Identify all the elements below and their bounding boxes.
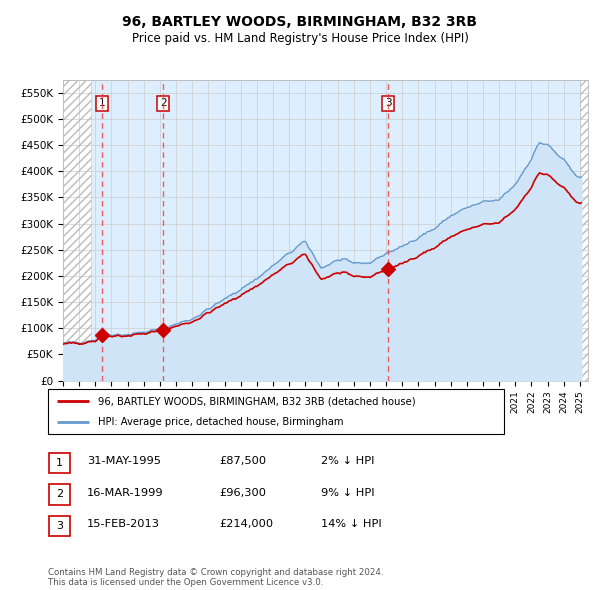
Text: 15-FEB-2013: 15-FEB-2013 [87,519,160,529]
Text: 3: 3 [56,521,63,530]
Text: Contains HM Land Registry data © Crown copyright and database right 2024.
This d: Contains HM Land Registry data © Crown c… [48,568,383,587]
FancyBboxPatch shape [49,484,70,504]
FancyBboxPatch shape [49,453,70,473]
Bar [63,80,91,381]
Text: HPI: Average price, detached house, Birmingham: HPI: Average price, detached house, Birm… [98,417,344,427]
Bar [580,80,588,381]
Bar [580,80,588,381]
Text: 3: 3 [385,98,391,108]
FancyBboxPatch shape [48,389,504,434]
Text: 14% ↓ HPI: 14% ↓ HPI [321,519,382,529]
Text: 31-MAY-1995: 31-MAY-1995 [87,457,161,466]
Bar [63,80,91,381]
Text: 2% ↓ HPI: 2% ↓ HPI [321,457,374,466]
Text: £96,300: £96,300 [219,488,266,497]
Text: £87,500: £87,500 [219,457,266,466]
Text: 9% ↓ HPI: 9% ↓ HPI [321,488,374,497]
Text: 2: 2 [56,490,63,499]
Text: Price paid vs. HM Land Registry's House Price Index (HPI): Price paid vs. HM Land Registry's House … [131,32,469,45]
Text: £214,000: £214,000 [219,519,273,529]
Text: 96, BARTLEY WOODS, BIRMINGHAM, B32 3RB (detached house): 96, BARTLEY WOODS, BIRMINGHAM, B32 3RB (… [98,396,416,407]
FancyBboxPatch shape [49,516,70,536]
Text: 2: 2 [160,98,167,108]
Text: 16-MAR-1999: 16-MAR-1999 [87,488,164,497]
Text: 1: 1 [56,458,63,468]
Text: 96, BARTLEY WOODS, BIRMINGHAM, B32 3RB: 96, BARTLEY WOODS, BIRMINGHAM, B32 3RB [122,15,478,29]
Text: 1: 1 [99,98,106,108]
